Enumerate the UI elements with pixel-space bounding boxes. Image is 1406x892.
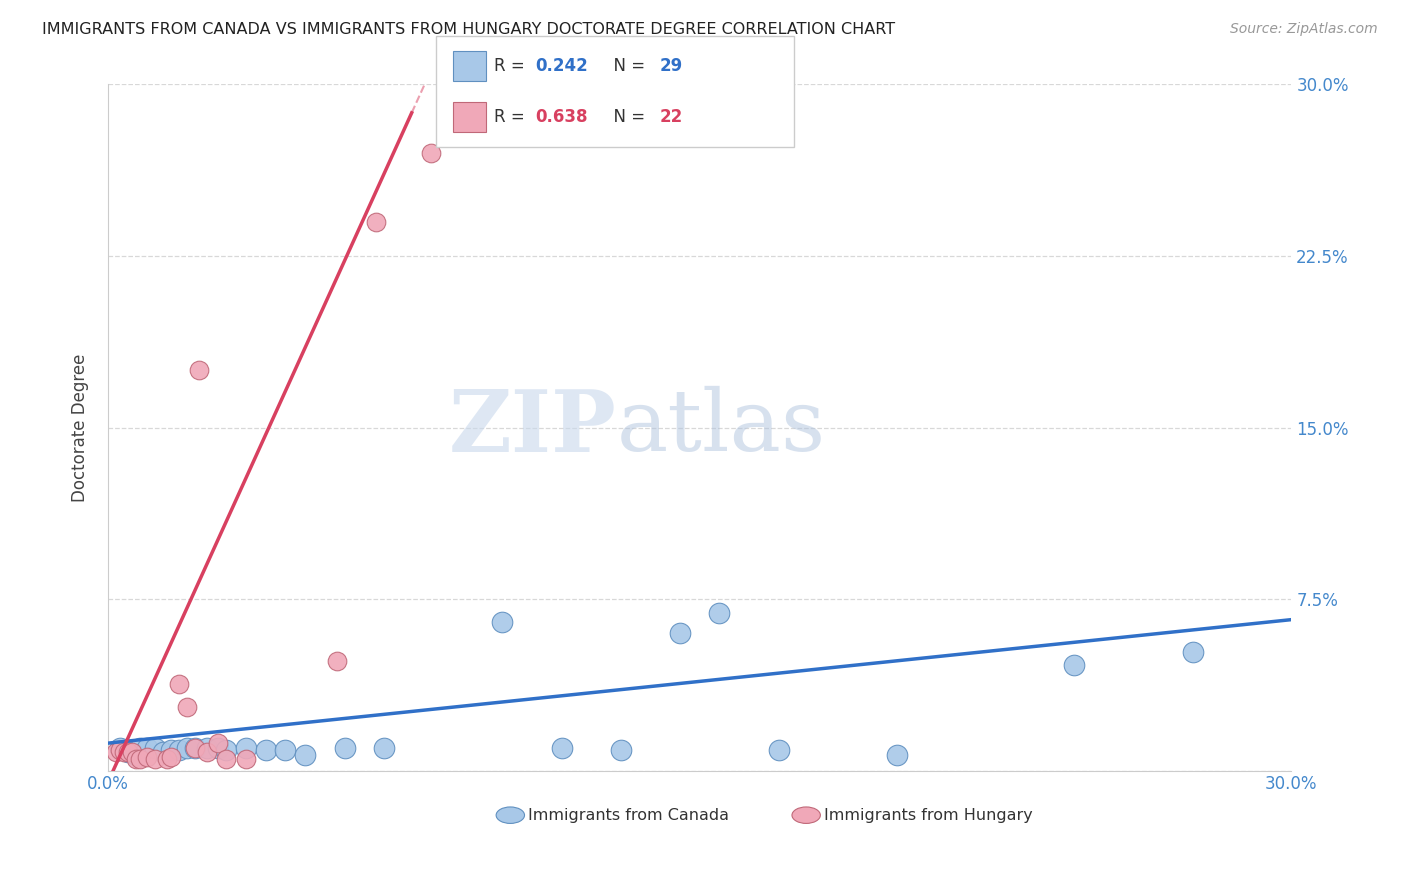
Point <box>156 752 179 766</box>
Text: 0.242: 0.242 <box>536 57 589 75</box>
Point <box>143 752 166 766</box>
Point <box>235 740 257 755</box>
Text: Immigrants from Canada: Immigrants from Canada <box>529 807 730 822</box>
Text: atlas: atlas <box>617 386 825 469</box>
Text: R =: R = <box>494 108 530 126</box>
Point <box>254 743 277 757</box>
Circle shape <box>496 807 524 823</box>
Point <box>167 743 190 757</box>
Text: N =: N = <box>603 57 651 75</box>
Text: Immigrants from Hungary: Immigrants from Hungary <box>824 807 1032 822</box>
Point <box>491 615 513 629</box>
Point <box>550 740 572 755</box>
Point <box>152 745 174 759</box>
Circle shape <box>792 807 820 823</box>
Point <box>207 740 229 755</box>
Point <box>886 747 908 762</box>
Point <box>176 740 198 755</box>
Point <box>176 699 198 714</box>
Point <box>1181 645 1204 659</box>
Point <box>610 743 633 757</box>
Point <box>104 745 127 759</box>
Point <box>143 740 166 755</box>
Point <box>124 747 146 762</box>
Point <box>195 740 218 755</box>
Point <box>112 745 135 759</box>
Point <box>373 740 395 755</box>
Point <box>420 146 443 161</box>
Point <box>124 752 146 766</box>
Y-axis label: Doctorate Degree: Doctorate Degree <box>72 353 89 501</box>
Point <box>117 745 139 759</box>
Point <box>160 743 183 757</box>
Point <box>215 743 238 757</box>
Point <box>326 654 349 668</box>
Text: 22: 22 <box>659 108 683 126</box>
Point <box>235 752 257 766</box>
Point <box>117 745 139 759</box>
Point <box>215 752 238 766</box>
Point <box>366 215 388 229</box>
Point <box>121 745 143 759</box>
Point <box>184 740 207 755</box>
Point <box>128 752 150 766</box>
Point <box>709 606 731 620</box>
Point <box>184 740 207 755</box>
Point <box>128 740 150 755</box>
Text: IMMIGRANTS FROM CANADA VS IMMIGRANTS FROM HUNGARY DOCTORATE DEGREE CORRELATION C: IMMIGRANTS FROM CANADA VS IMMIGRANTS FRO… <box>42 22 896 37</box>
Point <box>160 750 183 764</box>
Point <box>136 750 159 764</box>
Text: 0.638: 0.638 <box>536 108 588 126</box>
Point <box>108 740 131 755</box>
Text: N =: N = <box>603 108 651 126</box>
Point <box>768 743 790 757</box>
Text: R =: R = <box>494 57 530 75</box>
Point <box>167 676 190 690</box>
Point <box>136 740 159 755</box>
Point <box>294 747 316 762</box>
Point <box>669 626 692 640</box>
Point <box>333 740 356 755</box>
Point <box>108 743 131 757</box>
Point <box>187 363 209 377</box>
Text: Source: ZipAtlas.com: Source: ZipAtlas.com <box>1230 22 1378 37</box>
Point <box>195 745 218 759</box>
Point <box>207 736 229 750</box>
Point <box>1063 658 1085 673</box>
Text: ZIP: ZIP <box>449 385 617 469</box>
Text: 29: 29 <box>659 57 683 75</box>
Point <box>274 743 297 757</box>
